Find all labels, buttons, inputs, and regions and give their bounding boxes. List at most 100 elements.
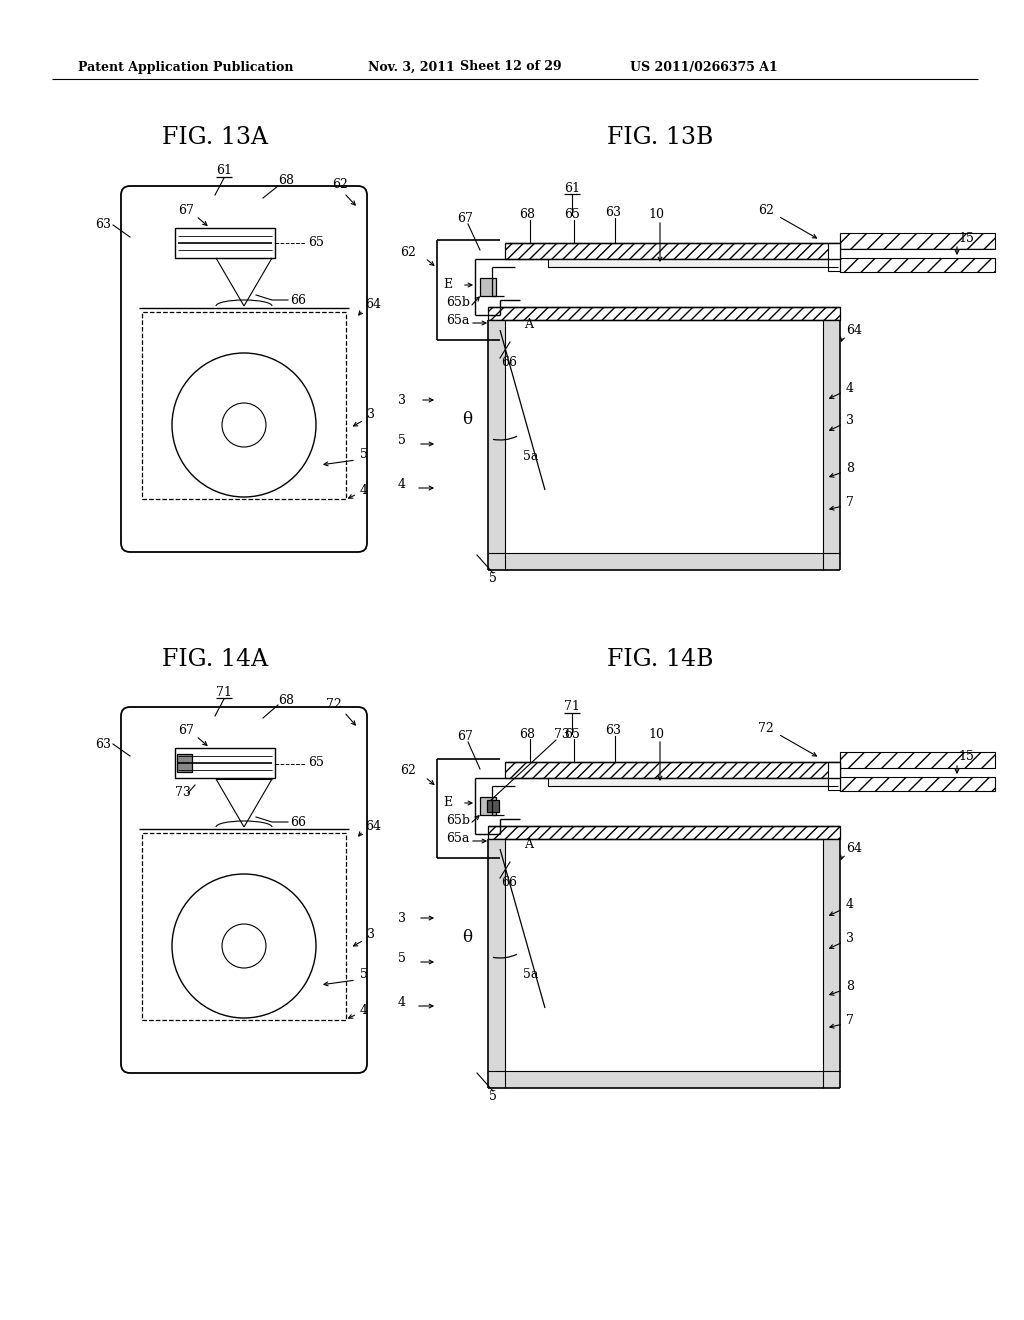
Text: 72: 72 (326, 698, 342, 711)
Text: 4: 4 (398, 997, 406, 1010)
Text: 5: 5 (360, 969, 368, 982)
Bar (840, 777, 995, 791)
Text: 64: 64 (365, 298, 381, 312)
Text: θ: θ (462, 929, 472, 946)
Bar (175, 748, 275, 777)
Text: US 2011/0266375 A1: US 2011/0266375 A1 (630, 61, 778, 74)
Text: 65: 65 (308, 755, 324, 768)
Text: 73: 73 (554, 727, 570, 741)
Text: 65b: 65b (446, 813, 470, 826)
FancyBboxPatch shape (121, 186, 367, 552)
Bar (823, 319, 840, 570)
Text: 5a: 5a (523, 450, 539, 462)
Bar (548, 777, 838, 785)
Text: 67: 67 (178, 203, 194, 216)
Text: 4: 4 (846, 381, 854, 395)
Bar (840, 257, 995, 272)
Text: 73: 73 (175, 787, 190, 800)
Text: 3: 3 (398, 912, 406, 924)
Text: 67: 67 (178, 723, 194, 737)
FancyBboxPatch shape (121, 708, 367, 1073)
Text: 3: 3 (846, 932, 854, 945)
Bar (488, 308, 840, 319)
Text: 5a: 5a (523, 969, 539, 982)
Bar (488, 319, 505, 570)
Text: 63: 63 (95, 219, 111, 231)
Text: 4: 4 (398, 479, 406, 491)
Text: 62: 62 (400, 764, 416, 777)
Text: 5: 5 (398, 952, 406, 965)
Text: 67: 67 (457, 730, 473, 742)
Bar (840, 234, 995, 249)
Text: 7: 7 (846, 495, 854, 508)
Bar (488, 826, 840, 840)
Text: 71: 71 (564, 701, 580, 714)
Text: FIG. 13A: FIG. 13A (162, 127, 268, 149)
Text: 64: 64 (365, 820, 381, 833)
Text: 15: 15 (958, 751, 974, 763)
Bar (488, 553, 840, 570)
Text: 65a: 65a (446, 832, 469, 845)
Bar (548, 259, 838, 267)
Text: 62: 62 (400, 246, 416, 259)
Text: A: A (524, 318, 534, 331)
Text: 15: 15 (958, 231, 974, 244)
Text: 63: 63 (605, 206, 621, 219)
Bar (175, 228, 275, 257)
Text: 61: 61 (564, 181, 580, 194)
Text: 72: 72 (758, 722, 774, 734)
Text: E: E (443, 279, 453, 292)
Text: 4: 4 (846, 899, 854, 912)
Bar (177, 754, 193, 772)
Text: 64: 64 (846, 842, 862, 854)
Text: 66: 66 (290, 293, 306, 306)
Bar (840, 752, 995, 768)
Bar (142, 833, 346, 1020)
Bar (505, 762, 840, 777)
Text: 10: 10 (648, 209, 664, 222)
Bar (828, 762, 840, 789)
Text: 3: 3 (367, 408, 375, 421)
Text: 7: 7 (846, 1014, 854, 1027)
Text: 4: 4 (360, 1003, 368, 1016)
Text: 66: 66 (501, 875, 517, 888)
Text: 3: 3 (398, 393, 406, 407)
Text: 65b: 65b (446, 297, 470, 309)
Text: 63: 63 (605, 723, 621, 737)
Text: Nov. 3, 2011: Nov. 3, 2011 (368, 61, 455, 74)
Text: 67: 67 (457, 211, 473, 224)
Text: 64: 64 (846, 323, 862, 337)
Text: Sheet 12 of 29: Sheet 12 of 29 (460, 61, 561, 74)
Text: 68: 68 (519, 209, 535, 222)
Bar (505, 243, 840, 259)
Text: θ: θ (462, 412, 472, 429)
Bar (828, 243, 840, 271)
Bar (142, 312, 346, 499)
Bar (480, 279, 496, 296)
Text: 8: 8 (846, 979, 854, 993)
Text: 5: 5 (398, 433, 406, 446)
Text: 5: 5 (489, 1089, 497, 1102)
Text: 5: 5 (360, 449, 368, 462)
Text: 68: 68 (519, 727, 535, 741)
Text: FIG. 14B: FIG. 14B (607, 648, 714, 672)
Text: 63: 63 (95, 738, 111, 751)
Text: 66: 66 (290, 816, 306, 829)
Text: FIG. 14A: FIG. 14A (162, 648, 268, 672)
Text: 65: 65 (564, 209, 580, 222)
Bar (488, 1071, 840, 1088)
Text: FIG. 13B: FIG. 13B (607, 127, 713, 149)
Text: 3: 3 (367, 928, 375, 941)
Text: 65a: 65a (446, 314, 469, 326)
Text: 62: 62 (332, 178, 348, 191)
Bar (480, 797, 496, 814)
Bar (488, 840, 505, 1088)
Text: 8: 8 (846, 462, 854, 474)
Text: Patent Application Publication: Patent Application Publication (78, 61, 294, 74)
Text: 68: 68 (278, 693, 294, 706)
Text: 62: 62 (758, 203, 774, 216)
Text: 5: 5 (489, 572, 497, 585)
Text: 66: 66 (501, 355, 517, 368)
Bar (823, 840, 840, 1088)
Text: 10: 10 (648, 727, 664, 741)
